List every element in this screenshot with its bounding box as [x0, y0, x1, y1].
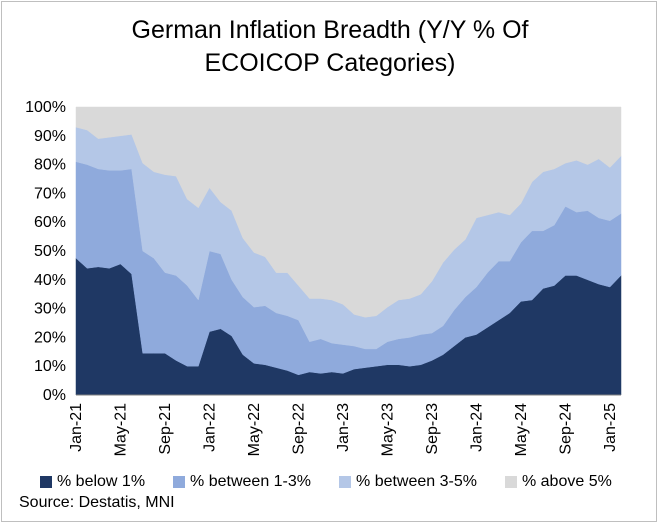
- legend-swatch-below-1: [40, 476, 52, 488]
- x-tick-label: May-23: [379, 403, 396, 456]
- x-tick-label: May-22: [246, 403, 263, 456]
- y-tick-label: 80%: [34, 157, 66, 174]
- x-tick-label: May-24: [513, 403, 530, 456]
- x-axis: Jan-21 May-21 Sep-21 Jan-22 May-22 Sep-22 Jan-…: [68, 394, 621, 456]
- legend-item-below-1: % below 1%: [40, 473, 145, 491]
- y-tick-label: 100%: [25, 99, 66, 116]
- y-tick-label: 70%: [34, 185, 66, 202]
- legend-swatch-3-5: [339, 476, 352, 488]
- x-tick-label: Sep-21: [157, 403, 174, 455]
- x-tick-label: Jan-23: [335, 403, 352, 452]
- x-tick-label: Sep-24: [557, 403, 574, 455]
- source-note: Source: Destatis, MNI: [19, 494, 175, 511]
- legend-label-3-5: % between 3-5%: [356, 473, 477, 490]
- chart-title-line-1: German Inflation Breadth (Y/Y % Of: [131, 16, 529, 44]
- y-tick-label: 50%: [34, 243, 66, 260]
- y-tick-label: 90%: [34, 128, 66, 145]
- area-series-group: [75, 106, 622, 396]
- y-tick-label: 30%: [34, 301, 66, 318]
- chart-title: German Inflation Breadth (Y/Y % Of ECOIC…: [0, 14, 660, 80]
- legend-swatch-above-5: [504, 476, 517, 488]
- legend-item-1-3: % between 1-3%: [173, 473, 311, 491]
- x-tick-label: Jan-25: [602, 403, 619, 452]
- chart-title-line-2: ECOICOP Categories): [204, 49, 456, 77]
- x-tick-label: Sep-22: [290, 403, 307, 455]
- chart-plot: 0% 10% 20% 30% 40% 50% 60% 70% 80% 90% 100% Jan-21…: [25, 99, 622, 456]
- y-tick-label: 20%: [34, 329, 66, 346]
- legend: % below 1% % between 1-3% % between 3-5%…: [40, 471, 640, 493]
- y-tick-label: 60%: [34, 214, 66, 231]
- y-tick-label: 0%: [43, 387, 66, 404]
- y-tick-label: 40%: [34, 272, 66, 289]
- y-axis: 0% 10% 20% 30% 40% 50% 60% 70% 80% 90% 100%: [25, 99, 66, 404]
- legend-label-below-1: % below 1%: [57, 473, 146, 490]
- x-tick-label: Jan-24: [468, 403, 485, 452]
- y-tick-label: 10%: [34, 358, 66, 375]
- legend-item-3-5: % between 3-5%: [339, 473, 477, 491]
- area-series-3: [75, 106, 622, 318]
- x-tick-label: Sep-23: [424, 403, 441, 455]
- x-tick-label: Jan-21: [68, 403, 85, 452]
- legend-label-1-3: % between 1-3%: [190, 473, 312, 490]
- x-tick-label: Jan-22: [201, 403, 218, 452]
- x-tick-label: May-21: [112, 403, 129, 456]
- legend-item-above-5: % above 5%: [504, 473, 612, 491]
- legend-label-above-5: % above 5%: [521, 473, 612, 490]
- legend-swatch-1-3: [173, 476, 186, 488]
